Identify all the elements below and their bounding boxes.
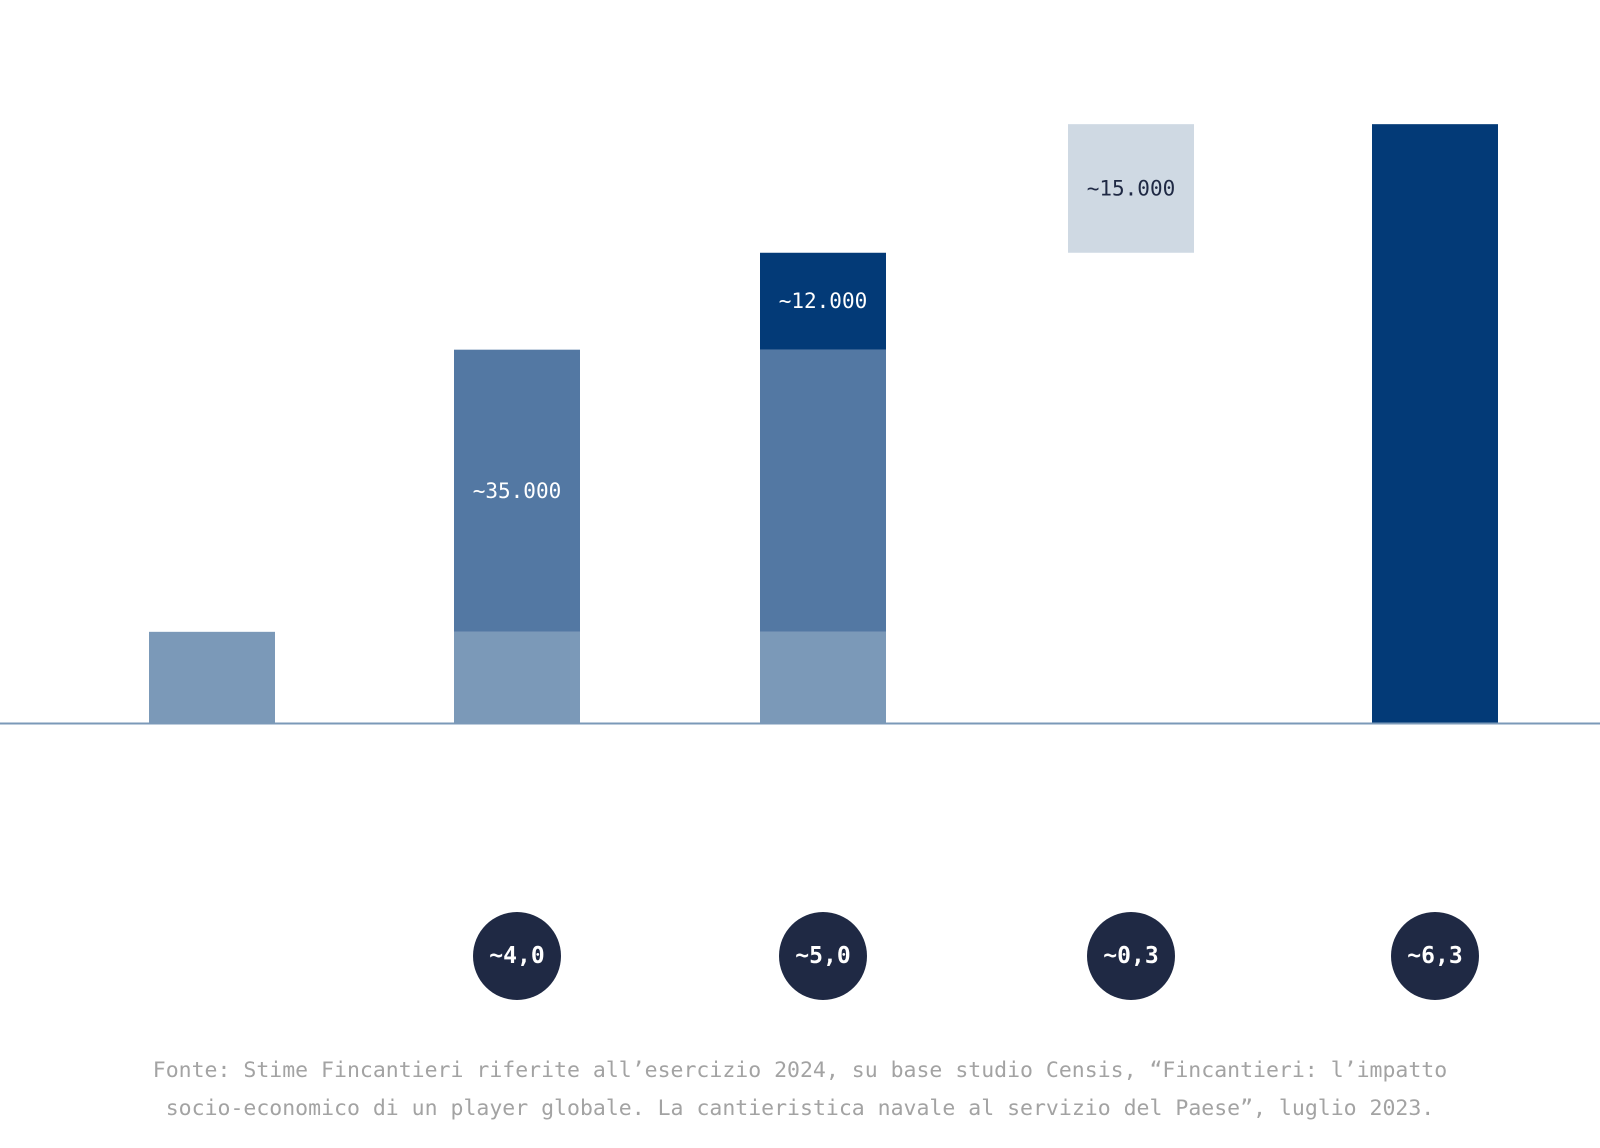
value-badge-circle [779,912,867,1000]
bar-segment-col3-seg1 [760,631,886,723]
value-badge-col4: ~0,3 [1087,912,1175,1000]
bar-value-label-col4: ~15.000 [1087,176,1176,200]
value-badge-circle [473,912,561,1000]
bar-segment-col3-seg2 [760,349,886,632]
badges-layer: ~4,0 ~5,0 ~0,3 ~6,3 [473,912,1479,1000]
source-note-line-1: Fonte: Stime Fincantieri riferite all’es… [152,1058,1448,1083]
value-badge-col5: ~6,3 [1391,912,1479,1000]
value-badge-label: ~5,0 [795,943,850,969]
bar-segment-col5-seg1 [1372,124,1498,723]
bar-value-label-col2: ~35.000 [473,479,562,503]
value-badge-label: ~0,3 [1103,943,1158,969]
segment-labels-layer: ~35.000 ~12.000 ~15.000 [473,176,1176,502]
value-badge-label: ~6,3 [1407,943,1462,969]
value-badge-col2: ~4,0 [473,912,561,1000]
value-badge-label: ~4,0 [489,943,544,969]
value-badge-circle [1391,912,1479,1000]
source-note: Fonte: Stime Fincantieri riferite all’es… [0,1052,1600,1128]
bar-value-label-col3: ~12.000 [779,289,868,313]
bars-layer [149,124,1498,723]
bar-segment-col2-seg2 [454,349,580,632]
source-note-line-2: socio-economico di un player globale. La… [165,1096,1435,1121]
bar-segment-col4-seg1 [1068,124,1194,253]
value-badge-circle [1087,912,1175,1000]
bar-segment-col1-seg1 [149,631,275,723]
bar-segment-col2-seg1 [454,631,580,723]
bar-segment-col3-seg3 [760,252,886,350]
value-badge-col3: ~5,0 [779,912,867,1000]
waterfall-chart: ~35.000 ~12.000 ~15.000 ~4,0 ~5,0 ~0,3 ~6,3 [0,124,1600,1000]
